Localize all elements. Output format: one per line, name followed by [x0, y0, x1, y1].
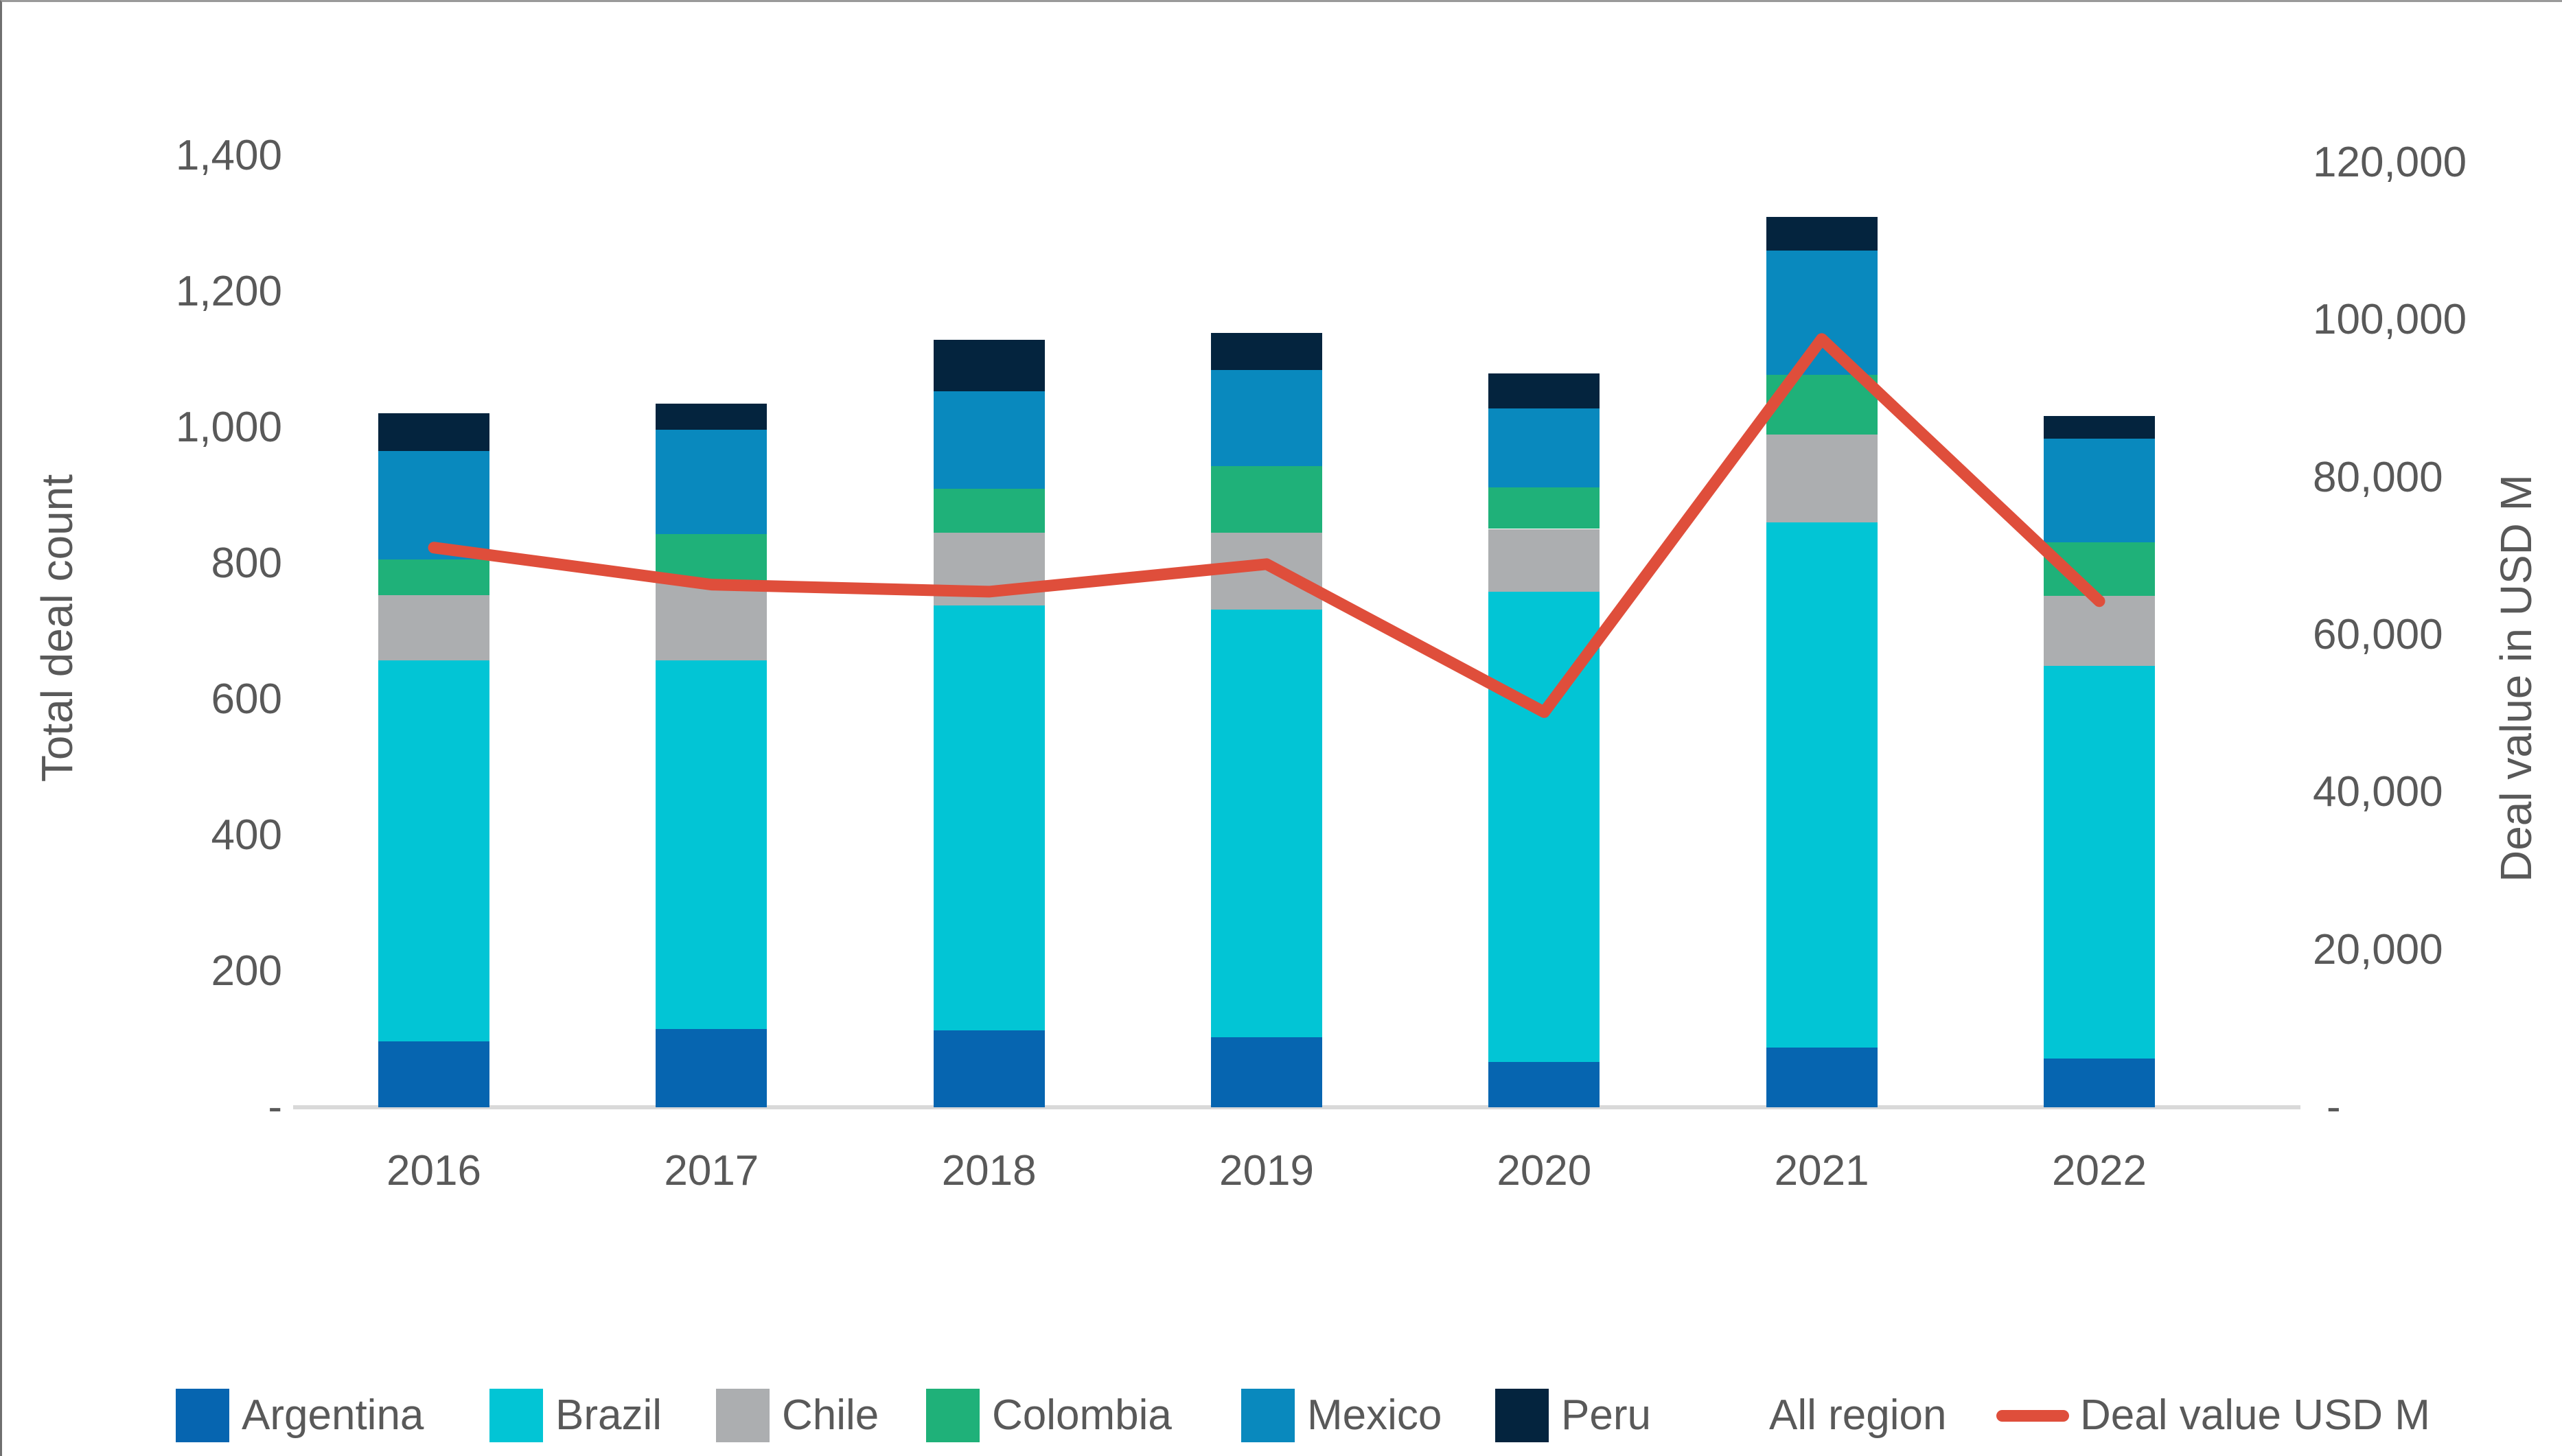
right-axis-tick-label: 20,000 — [2313, 925, 2443, 973]
bar-segment-peru-2016 — [378, 413, 489, 451]
bar-segment-chile-2020 — [1488, 529, 1600, 592]
x-axis-label: 2018 — [941, 1147, 1037, 1194]
left-axis-title: Total deal count — [32, 474, 82, 783]
left-axis-tick-label: 800 — [211, 540, 282, 587]
legend-swatch-icon — [1495, 1389, 1549, 1442]
left-axis-tick-label: 600 — [211, 675, 282, 723]
legend-label: Brazil — [555, 1391, 662, 1439]
bar-segment-peru-2022 — [2043, 416, 2155, 439]
legend-label: Mexico — [1307, 1391, 1442, 1439]
bar-segment-brazil-2016 — [378, 660, 489, 1041]
left-axis-tick-label: 1,200 — [175, 268, 282, 315]
left-axis-tick-label: 200 — [211, 947, 282, 995]
legend-label: Colombia — [992, 1391, 1172, 1439]
bar-segment-brazil-2020 — [1488, 591, 1600, 1062]
left-axis-tick-label: 1,000 — [175, 404, 282, 451]
right-axis-tick-label: 60,000 — [2313, 611, 2443, 658]
bar-segment-mexico-2022 — [2043, 438, 2155, 543]
right-axis-tick-label: 40,000 — [2313, 768, 2443, 816]
bar-segment-argentina-2019 — [1210, 1037, 1322, 1107]
legend-label: All region — [1769, 1391, 1947, 1439]
right-axis-tick-label: 80,000 — [2313, 453, 2443, 501]
bar-segment-brazil-2018 — [933, 605, 1045, 1031]
bar-segment-argentina-2017 — [656, 1029, 768, 1107]
bar-segment-colombia-2022 — [2043, 542, 2155, 596]
bar-segment-argentina-2016 — [378, 1041, 489, 1107]
legend-swatch-icon — [489, 1389, 543, 1442]
bar-segment-mexico-2021 — [1766, 250, 1878, 375]
bar-segment-brazil-2017 — [656, 660, 768, 1030]
bar-segment-peru-2018 — [933, 340, 1045, 391]
bar-segment-peru-2021 — [1766, 217, 1878, 251]
x-axis-label: 2022 — [2052, 1147, 2147, 1194]
bar-segment-brazil-2021 — [1766, 522, 1878, 1048]
bar-segment-chile-2021 — [1766, 434, 1878, 522]
x-axis-line — [293, 1105, 2300, 1109]
bar-segment-colombia-2016 — [378, 559, 489, 595]
bar-segment-argentina-2022 — [2043, 1058, 2155, 1107]
x-axis-label: 2016 — [386, 1147, 481, 1194]
bar-segment-argentina-2021 — [1766, 1047, 1878, 1107]
bar-segment-mexico-2017 — [656, 429, 768, 535]
right-axis-tick-label: - — [2327, 1083, 2341, 1131]
bar-segment-mexico-2019 — [1210, 369, 1322, 467]
bar-segment-mexico-2020 — [1488, 408, 1600, 488]
x-axis-label: 2021 — [1774, 1147, 1869, 1194]
bar-segment-colombia-2018 — [933, 489, 1045, 533]
bar-segment-brazil-2022 — [2043, 666, 2155, 1059]
bar-segment-colombia-2021 — [1766, 374, 1878, 435]
x-axis-label: 2019 — [1219, 1147, 1314, 1194]
legend-label: Deal value USD M — [2080, 1391, 2430, 1439]
legend-swatch-icon — [1241, 1389, 1295, 1442]
legend-label: Chile — [782, 1391, 879, 1439]
legend-label: Peru — [1561, 1391, 1651, 1439]
bar-segment-peru-2019 — [1210, 333, 1322, 370]
bar-segment-chile-2018 — [933, 533, 1045, 606]
legend-swatch-icon — [176, 1389, 229, 1442]
x-axis-label: 2020 — [1497, 1147, 1592, 1194]
bar-segment-argentina-2020 — [1488, 1061, 1600, 1107]
bar-segment-chile-2022 — [2043, 595, 2155, 667]
bar-segment-argentina-2018 — [933, 1030, 1045, 1107]
legend-line-icon — [1996, 1410, 2069, 1422]
right-axis-tick-label: 100,000 — [2313, 296, 2467, 344]
left-axis-tick-label: 400 — [211, 811, 282, 859]
bar-segment-mexico-2018 — [933, 391, 1045, 489]
left-axis-tick-label: 1,400 — [175, 132, 282, 179]
x-axis-label: 2017 — [664, 1147, 759, 1194]
bar-segment-chile-2019 — [1210, 533, 1322, 610]
bar-segment-colombia-2017 — [656, 534, 768, 581]
legend-swatch-icon — [926, 1389, 980, 1442]
bar-segment-peru-2020 — [1488, 373, 1600, 409]
bar-segment-colombia-2020 — [1488, 487, 1600, 529]
right-axis-tick-label: 120,000 — [2313, 139, 2467, 186]
bar-segment-peru-2017 — [656, 404, 768, 430]
right-axis-title: Deal value in USD M — [2491, 474, 2541, 882]
bar-segment-chile-2017 — [656, 581, 768, 660]
left-axis-tick-label: - — [268, 1083, 282, 1131]
legend-label: Argentina — [242, 1391, 424, 1439]
bar-segment-mexico-2016 — [378, 450, 489, 560]
bar-segment-colombia-2019 — [1210, 466, 1322, 533]
bar-segment-brazil-2019 — [1210, 610, 1322, 1038]
legend-swatch-icon — [716, 1389, 770, 1442]
bar-segment-chile-2016 — [378, 594, 489, 660]
